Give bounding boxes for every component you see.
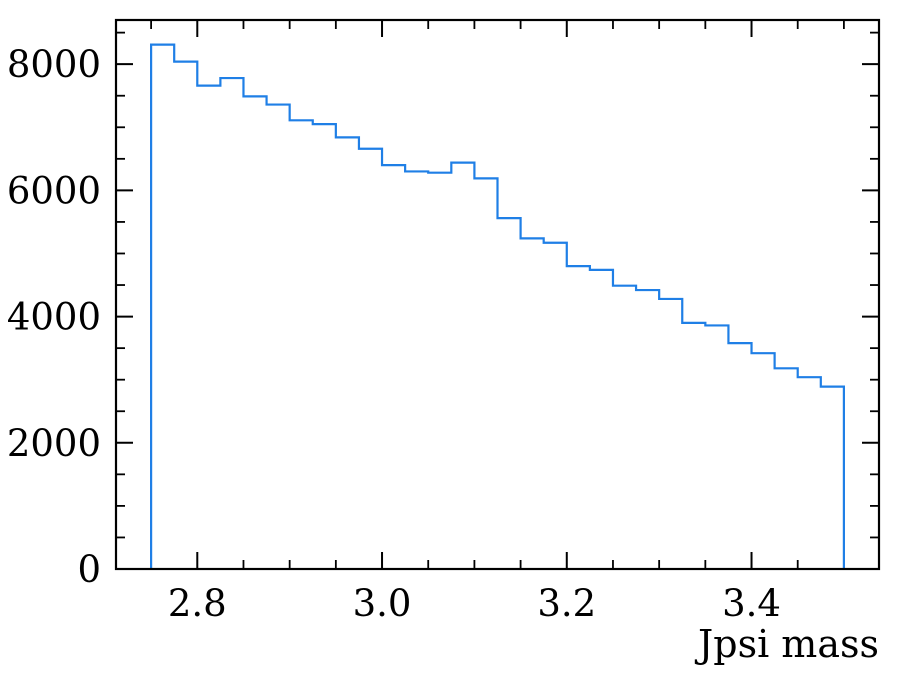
plot-frame [114, 18, 881, 571]
histogram-step-line [150, 43, 845, 569]
x-tick-label: 3.2 [537, 582, 596, 625]
minor-ticks [116, 20, 879, 569]
histogram-series [150, 43, 845, 569]
y-tick-label: 6000 [7, 169, 101, 212]
major-ticks [116, 20, 879, 570]
x-tick-label: 3.0 [353, 582, 412, 625]
x-tick-label: 3.4 [722, 582, 781, 625]
y-tick-label: 2000 [7, 422, 101, 465]
x-tick-label: 2.8 [168, 582, 227, 625]
y-tick-label: 8000 [7, 43, 101, 86]
y-tick-label: 0 [77, 548, 101, 591]
tick-labels: 2.8 3.0 3.2 3.4 0 2000 4000 6000 8000 [7, 43, 781, 625]
y-tick-label: 4000 [7, 296, 101, 339]
x-axis-label: Jpsi mass [694, 622, 879, 666]
